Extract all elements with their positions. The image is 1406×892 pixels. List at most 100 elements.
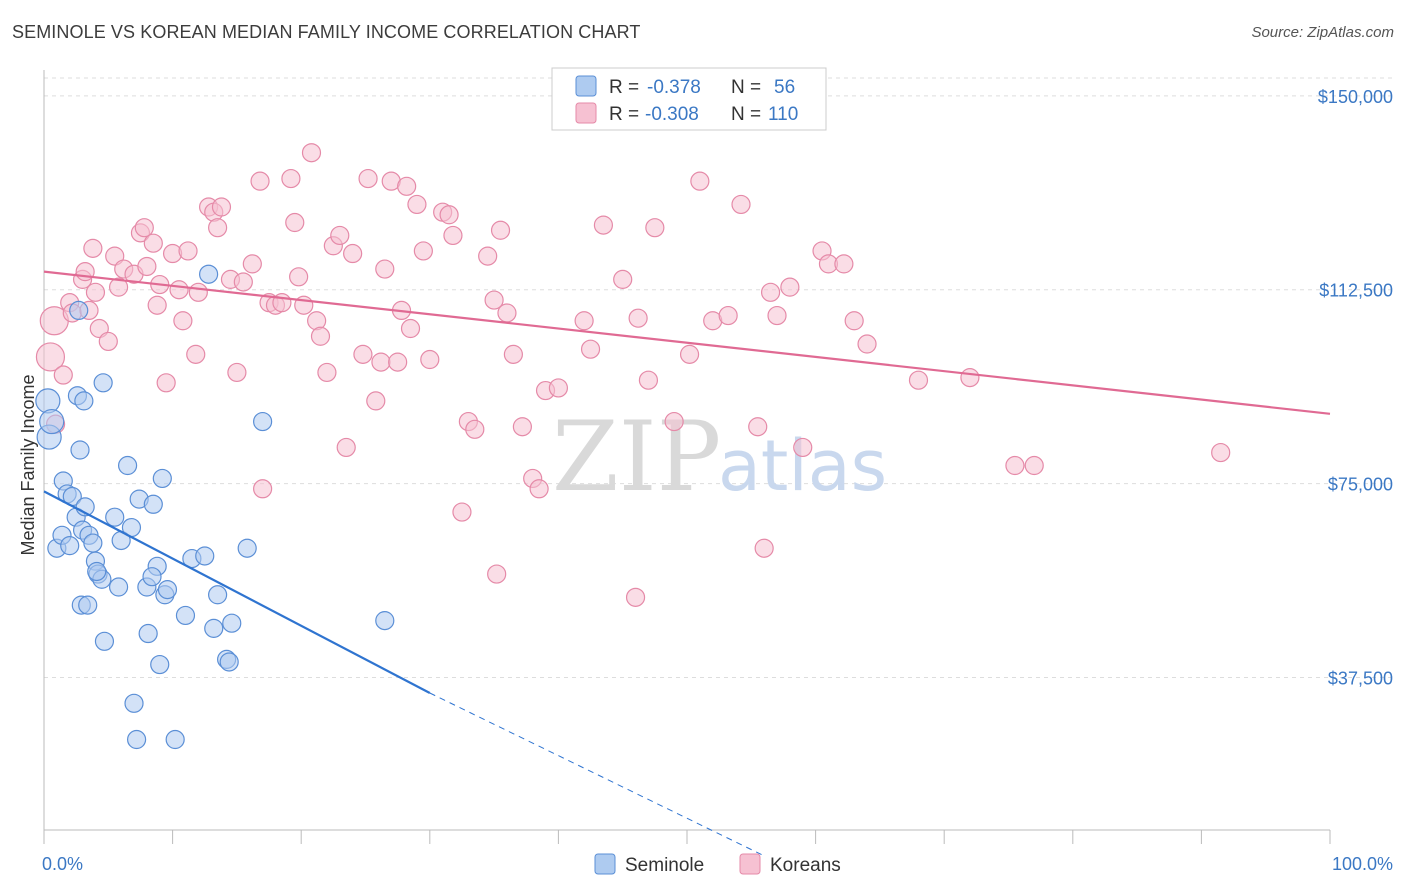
koreans-point-25 — [169, 280, 189, 300]
koreans-point-23 — [156, 373, 176, 393]
seminole-point-48 — [253, 411, 273, 432]
koreans-point-76 — [490, 220, 511, 240]
koreans-point-18 — [134, 218, 154, 238]
source-label: Source: ZipAtlas.com — [1251, 24, 1394, 41]
seminole-point-19 — [105, 507, 125, 527]
koreans-point-79 — [512, 417, 532, 437]
koreans-point-12 — [98, 331, 118, 352]
koreans-point-43 — [281, 168, 301, 189]
seminole-point-32 — [143, 494, 163, 514]
koreans-point-110 — [960, 368, 980, 388]
koreans-point-93 — [679, 344, 700, 364]
koreans-point-70 — [443, 225, 463, 246]
koreans-point-9 — [83, 238, 103, 258]
x-tick-label-1: 100.0% — [1332, 854, 1393, 874]
koreans-point-91 — [645, 218, 665, 238]
koreans-point-87 — [613, 269, 633, 289]
seminole-point-7 — [70, 440, 90, 460]
koreans-point-57 — [366, 391, 386, 411]
koreans-point-45 — [289, 267, 309, 287]
koreans-point-102 — [780, 277, 800, 297]
y-tick-label-1: $75,000 — [1328, 475, 1393, 495]
koreans-point-55 — [353, 344, 373, 364]
seminole-point-50 — [195, 546, 215, 566]
seminole-point-55 — [108, 577, 129, 597]
koreans-point-49 — [310, 326, 331, 346]
koreans-point-88 — [625, 587, 646, 607]
koreans-point-115 — [487, 564, 507, 584]
seminole-point-34 — [150, 654, 170, 675]
seminole-r-value: -0.378 — [647, 77, 701, 98]
y-tick-label-2: $112,500 — [1319, 281, 1393, 301]
seminole-point-31 — [138, 623, 158, 644]
seminole-trend-line — [43, 490, 431, 694]
koreans-point-27 — [178, 241, 198, 261]
seminole-point-27 — [124, 693, 144, 713]
seminole-n-label: N = — [731, 77, 761, 98]
koreans-point-101 — [767, 305, 787, 326]
koreans-point-53 — [336, 437, 356, 458]
seminole-point-21 — [117, 455, 138, 476]
koreans-point-37 — [242, 254, 262, 274]
koreans-point-66 — [413, 241, 433, 261]
seminole-point-37 — [157, 579, 178, 600]
stats-legend-box — [551, 67, 827, 131]
koreans-point-100 — [760, 282, 781, 302]
seminole-point-0 — [35, 388, 61, 414]
koreans-point-3 — [53, 365, 73, 385]
seminole-point-51 — [142, 567, 162, 587]
koreans-point-21 — [147, 295, 167, 315]
koreans-point-64 — [400, 318, 421, 339]
x-tick-labels: 0.0% 100.0% — [42, 854, 1393, 874]
seminole-r-label: R = — [609, 77, 639, 98]
koreans-point-32 — [208, 218, 228, 238]
y-axis-title: Median Family Income — [18, 374, 38, 555]
koreans-point-44 — [285, 212, 305, 233]
koreans-point-111 — [1005, 455, 1025, 476]
koreans-point-33 — [211, 197, 232, 217]
koreans-point-81 — [529, 479, 549, 499]
koreans-r-value: -0.308 — [645, 104, 699, 125]
grid-lines — [44, 77, 1395, 678]
koreans-point-112 — [1024, 455, 1044, 476]
koreans-point-83 — [548, 378, 569, 398]
koreans-point-109 — [908, 370, 929, 390]
koreans-point-63 — [397, 176, 417, 196]
stats-legend: R = -0.378 N = 56 R = -0.308 N = 110 — [551, 67, 827, 131]
koreans-point-39 — [253, 479, 273, 499]
koreans-point-107 — [844, 311, 864, 331]
koreans-point-36 — [233, 272, 253, 292]
seminole-point-45 — [219, 652, 239, 672]
koreans-point-99 — [754, 538, 774, 558]
seminole-point-53 — [60, 536, 80, 556]
koreans-point-74 — [478, 246, 498, 266]
koreans-point-90 — [638, 370, 659, 390]
x-tick-label-0: 0.0% — [42, 854, 83, 874]
koreans-point-71 — [452, 502, 472, 522]
koreans-point-65 — [407, 194, 427, 215]
koreans-point-14 — [108, 277, 129, 297]
koreans-point-28 — [186, 344, 206, 364]
seminole-point-25 — [78, 595, 98, 615]
seminole-point-47 — [237, 538, 257, 558]
y-tick-label-3: $150,000 — [1318, 87, 1393, 107]
koreans-point-98 — [748, 417, 768, 437]
koreans-point-58 — [371, 352, 391, 372]
seminole-bottom-label: Seminole — [625, 855, 704, 876]
koreans-point-73 — [465, 419, 485, 439]
koreans-point-78 — [503, 344, 523, 364]
koreans-point-52 — [330, 225, 350, 246]
koreans-point-108 — [857, 334, 877, 354]
koreans-point-86 — [593, 215, 614, 235]
seminole-point-18 — [93, 373, 113, 393]
koreans-bottom-swatch — [739, 853, 761, 875]
seminole-point-54 — [74, 391, 94, 411]
seminole-n-value: 56 — [774, 77, 795, 98]
koreans-point-103 — [793, 437, 813, 458]
koreans-point-56 — [358, 168, 378, 189]
y-tick-label-0: $37,500 — [1328, 668, 1393, 688]
seminole-point-39 — [175, 605, 196, 626]
koreans-point-77 — [497, 303, 517, 323]
koreans-point-97 — [731, 194, 751, 215]
